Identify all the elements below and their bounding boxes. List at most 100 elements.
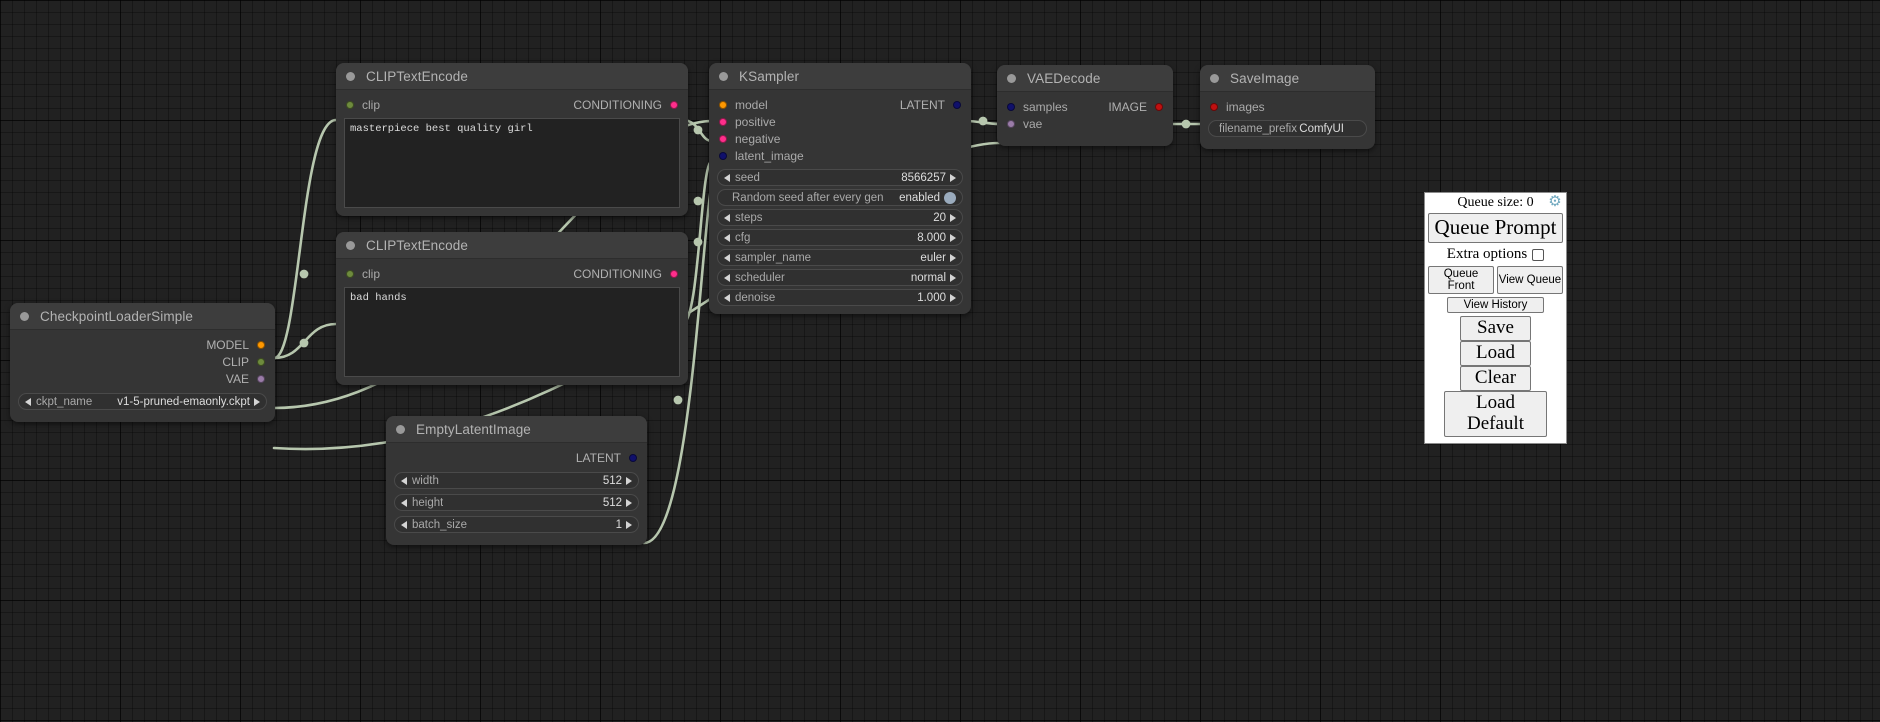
queue-front-button[interactable]: Queue Front	[1428, 266, 1494, 294]
decrement-arrow-icon[interactable]	[724, 273, 730, 282]
port-icon[interactable]	[629, 453, 637, 462]
increment-arrow-icon[interactable]	[626, 476, 632, 485]
collapse-dot-icon[interactable]	[396, 424, 405, 434]
widget-value[interactable]: 1	[615, 518, 622, 531]
node-header[interactable]: KSampler	[709, 63, 971, 90]
widget-value[interactable]: 8566257	[901, 171, 946, 184]
widget-value[interactable]: 512	[602, 474, 622, 487]
increment-arrow-icon[interactable]	[950, 293, 956, 302]
decrement-arrow-icon[interactable]	[724, 293, 730, 302]
node-saveimage[interactable]: SaveImage images filename_prefix ComfyUI	[1200, 65, 1375, 149]
decrement-arrow-icon[interactable]	[724, 173, 730, 182]
prompt-textarea[interactable]: bad hands	[344, 287, 680, 377]
queue-prompt-button[interactable]: Queue Prompt	[1428, 213, 1563, 243]
widget-steps[interactable]: steps 20	[717, 209, 963, 226]
output-slot-clip[interactable]: CLIP	[222, 355, 265, 369]
port-icon[interactable]	[257, 357, 265, 366]
widget-value[interactable]: euler	[920, 251, 946, 264]
widget-value[interactable]: enabled	[899, 191, 940, 204]
extra-options-checkbox[interactable]	[1532, 248, 1545, 261]
widget-filename-prefix[interactable]: filename_prefix ComfyUI	[1208, 120, 1367, 137]
widget-batch-size[interactable]: batch_size 1	[394, 516, 639, 533]
node-cliptextencode-negative[interactable]: CLIPTextEncode clip CONDITIONING bad han…	[336, 232, 688, 385]
prompt-textarea[interactable]: masterpiece best quality girl	[344, 118, 680, 208]
widget-height[interactable]: height 512	[394, 494, 639, 511]
port-icon[interactable]	[346, 269, 354, 278]
increment-arrow-icon[interactable]	[626, 498, 632, 507]
widget-sampler-name[interactable]: sampler_name euler	[717, 249, 963, 266]
gear-icon[interactable]: ⚙	[1548, 194, 1562, 210]
save-button[interactable]: Save	[1460, 316, 1531, 341]
load-default-button[interactable]: Load Default	[1444, 390, 1547, 438]
widget-ckpt-name[interactable]: ckpt_name v1-5-pruned-emaonly.ckpt	[18, 393, 267, 410]
widget-value[interactable]: 8.000	[917, 231, 946, 244]
increment-arrow-icon[interactable]	[950, 273, 956, 282]
input-slot-clip[interactable]: clip	[346, 267, 380, 281]
input-slot-vae[interactable]: vae	[1007, 117, 1042, 131]
view-history-button[interactable]: View History	[1446, 297, 1545, 313]
input-slot-images[interactable]: images	[1210, 100, 1265, 114]
collapse-dot-icon[interactable]	[1210, 73, 1219, 83]
decrement-arrow-icon[interactable]	[724, 233, 730, 242]
port-icon[interactable]	[719, 134, 727, 143]
widget-value[interactable]: ComfyUI	[1299, 122, 1344, 135]
widget-scheduler[interactable]: scheduler normal	[717, 269, 963, 286]
port-icon[interactable]	[719, 151, 727, 160]
decrement-arrow-icon[interactable]	[724, 213, 730, 222]
toggle-dot-icon[interactable]	[944, 191, 956, 204]
increment-arrow-icon[interactable]	[950, 173, 956, 182]
increment-arrow-icon[interactable]	[950, 233, 956, 242]
widget-value[interactable]: v1-5-pruned-emaonly.ckpt	[117, 395, 250, 408]
control-panel[interactable]: Queue size: 0 ⚙ Queue Prompt Extra optio…	[1424, 192, 1567, 445]
port-icon[interactable]	[719, 100, 727, 109]
clear-button[interactable]: Clear	[1460, 365, 1531, 391]
input-slot-latent-image[interactable]: latent_image	[719, 149, 804, 163]
increment-arrow-icon[interactable]	[626, 520, 632, 529]
port-icon[interactable]	[257, 340, 265, 349]
port-icon[interactable]	[1155, 102, 1163, 111]
widget-denoise[interactable]: denoise 1.000	[717, 289, 963, 306]
input-slot-positive[interactable]: positive	[719, 115, 776, 129]
port-icon[interactable]	[670, 100, 678, 109]
node-header[interactable]: CheckpointLoaderSimple	[10, 303, 275, 330]
port-icon[interactable]	[670, 269, 678, 278]
node-header[interactable]: EmptyLatentImage	[386, 416, 647, 443]
output-slot-conditioning[interactable]: CONDITIONING	[573, 267, 678, 281]
port-icon[interactable]	[1210, 102, 1218, 111]
port-icon[interactable]	[953, 100, 961, 109]
output-slot-latent[interactable]: LATENT	[576, 451, 637, 465]
port-icon[interactable]	[1007, 102, 1015, 111]
collapse-dot-icon[interactable]	[20, 311, 29, 321]
node-vaedecode[interactable]: VAEDecode samples IMAGE vae	[997, 65, 1173, 146]
decrement-arrow-icon[interactable]	[25, 397, 31, 406]
widget-value[interactable]: normal	[910, 271, 946, 284]
input-slot-negative[interactable]: negative	[719, 132, 780, 146]
node-header[interactable]: CLIPTextEncode	[336, 63, 688, 90]
widget-cfg[interactable]: cfg 8.000	[717, 229, 963, 246]
node-header[interactable]: CLIPTextEncode	[336, 232, 688, 259]
input-slot-clip[interactable]: clip	[346, 98, 380, 112]
widget-value[interactable]: 512	[602, 496, 622, 509]
collapse-dot-icon[interactable]	[1007, 73, 1016, 83]
load-button[interactable]: Load	[1460, 340, 1531, 366]
output-slot-image[interactable]: IMAGE	[1108, 100, 1163, 114]
widget-width[interactable]: width 512	[394, 472, 639, 489]
output-slot-model[interactable]: MODEL	[206, 338, 265, 352]
widget-seed[interactable]: seed 8566257	[717, 169, 963, 186]
increment-arrow-icon[interactable]	[950, 213, 956, 222]
collapse-dot-icon[interactable]	[719, 71, 728, 81]
decrement-arrow-icon[interactable]	[401, 476, 407, 485]
node-header[interactable]: SaveImage	[1200, 65, 1375, 92]
increment-arrow-icon[interactable]	[254, 397, 260, 406]
node-header[interactable]: VAEDecode	[997, 65, 1173, 92]
collapse-dot-icon[interactable]	[346, 71, 355, 81]
increment-arrow-icon[interactable]	[950, 253, 956, 262]
view-queue-button[interactable]: View Queue	[1497, 266, 1563, 294]
port-icon[interactable]	[1007, 119, 1015, 128]
output-slot-vae[interactable]: VAE	[226, 372, 265, 386]
collapse-dot-icon[interactable]	[346, 240, 355, 250]
widget-value[interactable]: 20	[933, 211, 946, 224]
widget-value[interactable]: 1.000	[917, 291, 946, 304]
node-cliptextencode-positive[interactable]: CLIPTextEncode clip CONDITIONING masterp…	[336, 63, 688, 216]
